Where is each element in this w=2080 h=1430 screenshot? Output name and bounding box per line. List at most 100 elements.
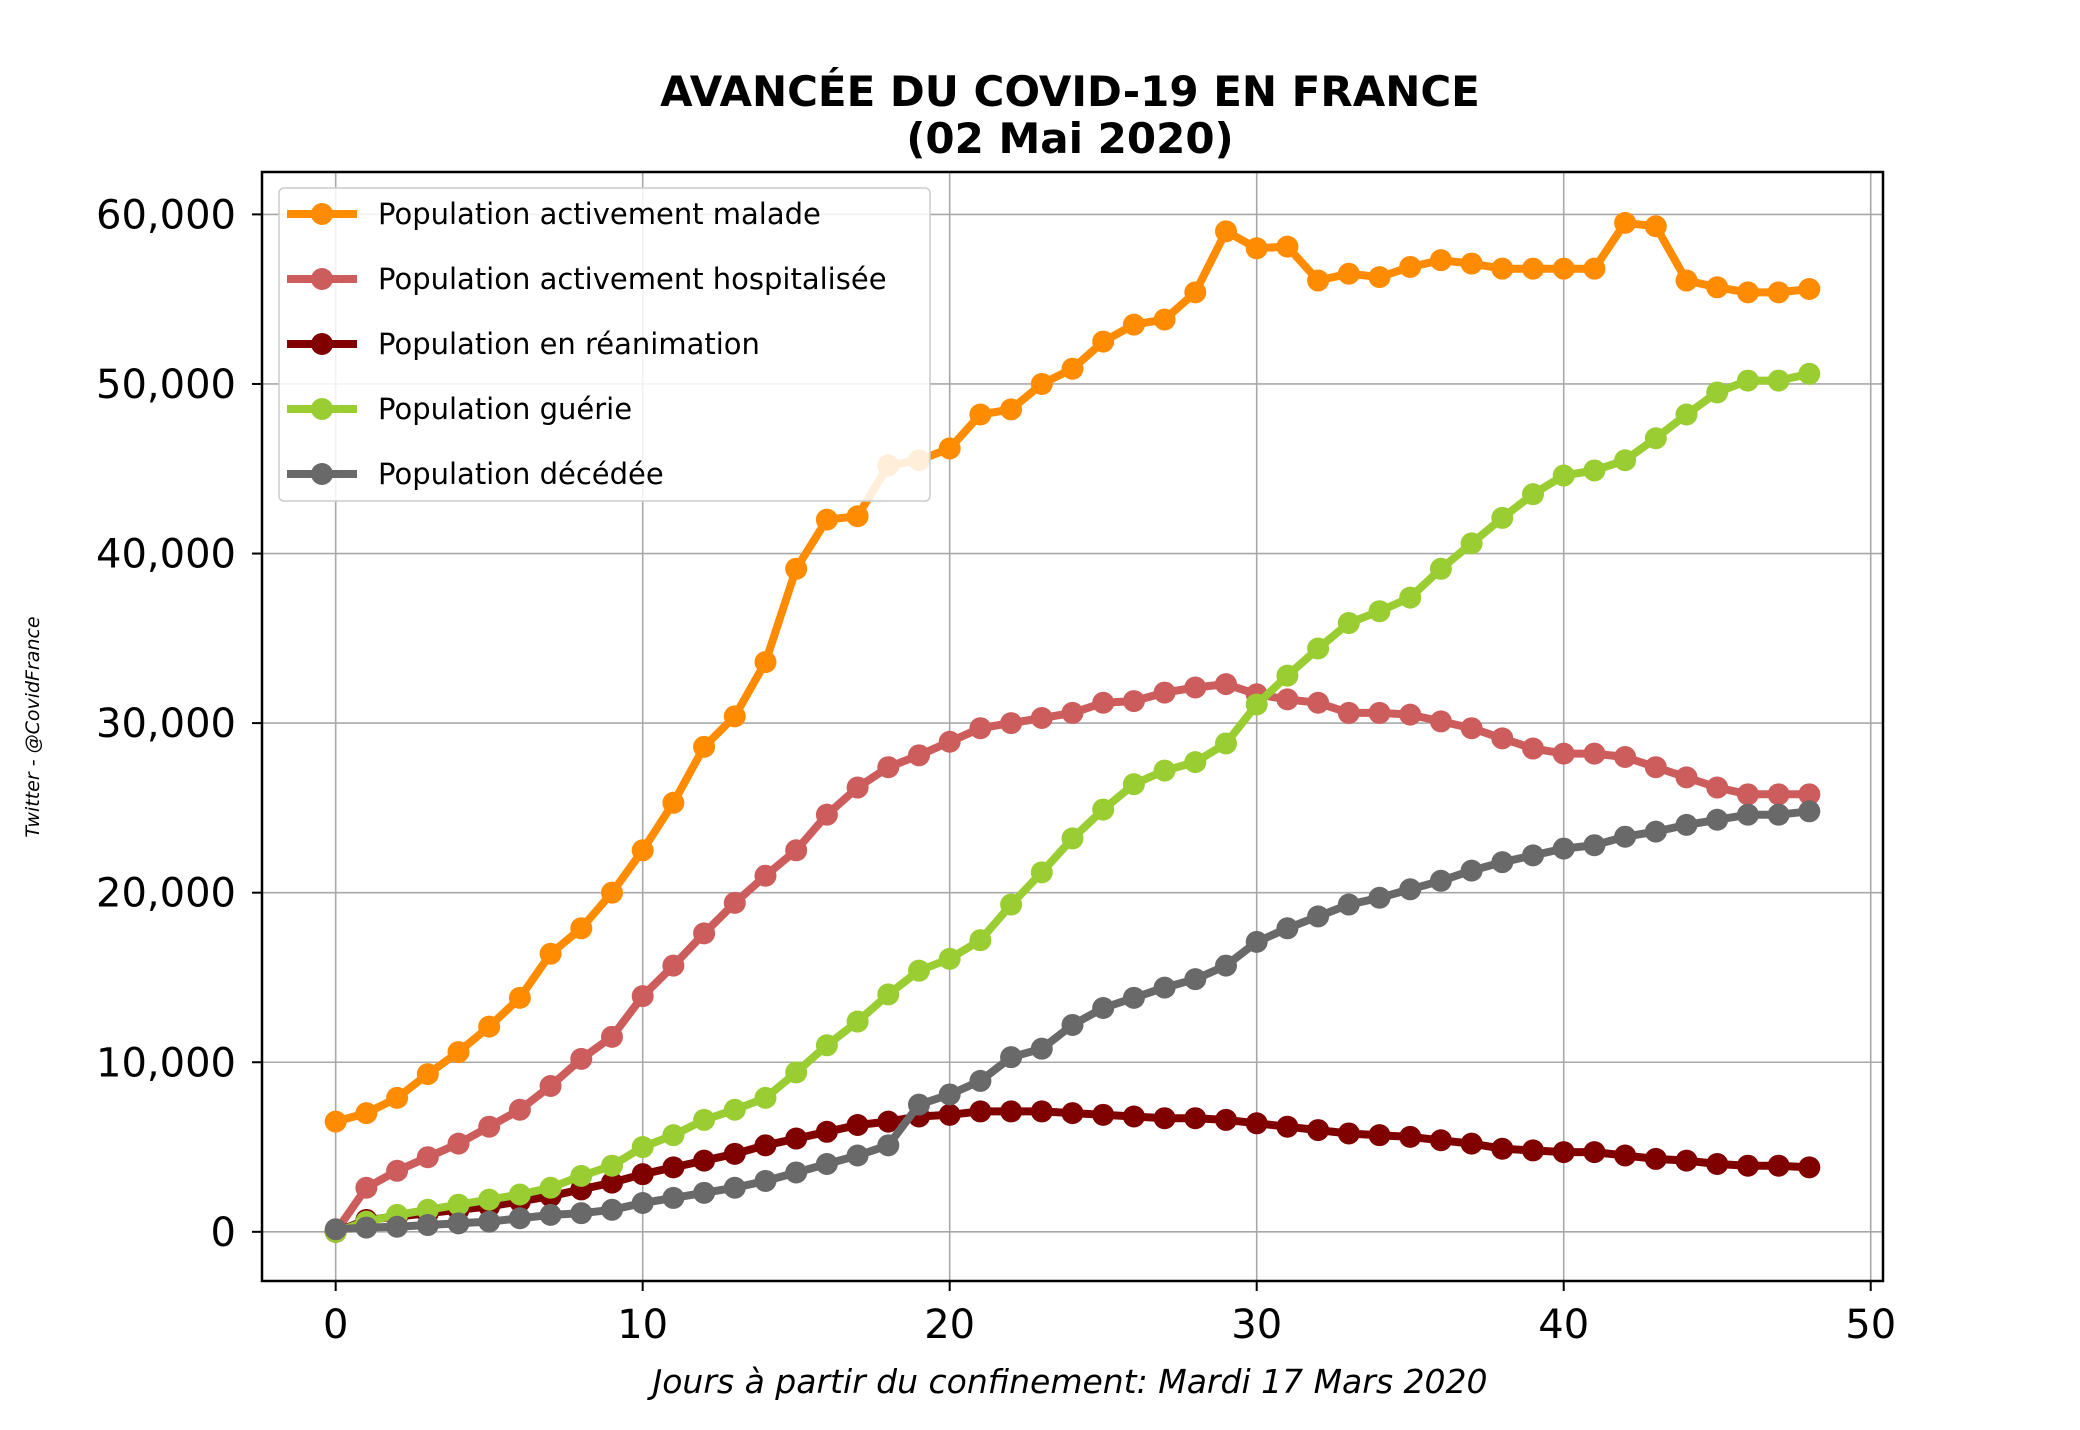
data-point bbox=[570, 1047, 593, 1070]
legend-swatch-marker bbox=[311, 203, 333, 225]
data-point bbox=[1399, 255, 1422, 278]
x-tick-label: 40 bbox=[1538, 1302, 1589, 1348]
data-point bbox=[1184, 281, 1207, 304]
series-3 bbox=[324, 362, 1821, 1243]
data-point bbox=[723, 1176, 746, 1199]
data-point bbox=[1307, 637, 1330, 660]
data-point bbox=[1153, 1107, 1176, 1130]
data-point bbox=[1092, 1103, 1115, 1126]
data-point bbox=[1092, 996, 1115, 1019]
series-1 bbox=[324, 673, 1821, 1243]
data-point bbox=[386, 1086, 409, 1109]
data-point bbox=[1030, 372, 1053, 395]
data-point bbox=[1061, 1013, 1084, 1036]
data-point bbox=[1399, 878, 1422, 901]
data-point bbox=[1153, 308, 1176, 331]
data-point bbox=[1061, 827, 1084, 850]
data-point bbox=[1798, 783, 1821, 806]
data-point bbox=[693, 1108, 716, 1131]
data-point bbox=[1736, 281, 1759, 304]
data-point bbox=[1767, 369, 1790, 392]
data-point bbox=[600, 881, 623, 904]
data-point bbox=[1767, 783, 1790, 806]
data-point bbox=[355, 1102, 378, 1125]
data-point bbox=[1399, 586, 1422, 609]
data-point bbox=[877, 1110, 900, 1133]
data-point bbox=[1092, 798, 1115, 821]
data-point bbox=[785, 557, 808, 580]
data-point bbox=[1368, 701, 1391, 724]
data-point bbox=[447, 1041, 470, 1064]
data-point bbox=[539, 1176, 562, 1199]
data-point bbox=[1307, 269, 1330, 292]
data-point bbox=[662, 791, 685, 814]
data-point bbox=[1337, 1122, 1360, 1145]
data-point bbox=[1706, 1152, 1729, 1175]
data-point bbox=[1000, 398, 1023, 421]
data-point bbox=[1429, 869, 1452, 892]
data-point bbox=[938, 947, 961, 970]
data-point bbox=[1061, 1102, 1084, 1125]
legend-swatch-marker bbox=[311, 463, 333, 485]
data-point bbox=[1122, 986, 1145, 1009]
data-point bbox=[877, 1134, 900, 1157]
data-point bbox=[815, 508, 838, 531]
data-point bbox=[846, 776, 869, 799]
legend-swatch-marker bbox=[311, 398, 333, 420]
data-point bbox=[815, 803, 838, 826]
data-point bbox=[1245, 1112, 1268, 1135]
data-point bbox=[785, 1061, 808, 1084]
data-point bbox=[723, 705, 746, 728]
data-point bbox=[1368, 266, 1391, 289]
data-point bbox=[1276, 664, 1299, 687]
y-tick-label: 0 bbox=[211, 1210, 236, 1256]
data-point bbox=[1614, 1144, 1637, 1167]
data-point bbox=[1798, 1156, 1821, 1179]
series-4 bbox=[324, 800, 1821, 1241]
data-point bbox=[785, 1127, 808, 1150]
legend-swatch-marker bbox=[311, 268, 333, 290]
data-point bbox=[754, 1169, 777, 1192]
data-point bbox=[355, 1176, 378, 1199]
data-point bbox=[570, 1202, 593, 1225]
data-point bbox=[1767, 1154, 1790, 1177]
data-point bbox=[1184, 751, 1207, 774]
data-point bbox=[1368, 886, 1391, 909]
data-point bbox=[324, 1110, 347, 1133]
data-point bbox=[1061, 357, 1084, 380]
data-point bbox=[846, 1144, 869, 1167]
data-point bbox=[1736, 803, 1759, 826]
data-point bbox=[1583, 834, 1606, 857]
data-point bbox=[1736, 783, 1759, 806]
legend-label: Population activement hospitalisée bbox=[378, 262, 887, 296]
data-point bbox=[416, 1063, 439, 1086]
data-point bbox=[1522, 737, 1545, 760]
data-point bbox=[1030, 707, 1053, 730]
data-point bbox=[1491, 257, 1514, 280]
data-point bbox=[1399, 703, 1422, 726]
data-point bbox=[508, 1098, 531, 1121]
data-point bbox=[324, 1218, 347, 1241]
data-point bbox=[1030, 1037, 1053, 1060]
legend-swatch-marker bbox=[311, 333, 333, 355]
data-point bbox=[600, 1171, 623, 1194]
data-point bbox=[907, 959, 930, 982]
data-point bbox=[1000, 893, 1023, 916]
data-point bbox=[662, 1186, 685, 1209]
data-point bbox=[815, 1152, 838, 1175]
data-point bbox=[570, 1164, 593, 1187]
data-point bbox=[1276, 688, 1299, 711]
data-point bbox=[1583, 459, 1606, 482]
data-point bbox=[478, 1188, 501, 1211]
data-point bbox=[1030, 1100, 1053, 1123]
legend-label: Population décédée bbox=[378, 457, 664, 491]
data-point bbox=[1307, 691, 1330, 714]
data-point bbox=[1522, 844, 1545, 867]
data-point bbox=[1368, 1124, 1391, 1147]
data-point bbox=[1706, 381, 1729, 404]
data-point bbox=[1122, 773, 1145, 796]
data-point bbox=[1460, 1132, 1483, 1155]
legend-item: Population guérie bbox=[287, 392, 632, 426]
data-point bbox=[1184, 968, 1207, 991]
data-point bbox=[1644, 427, 1667, 450]
